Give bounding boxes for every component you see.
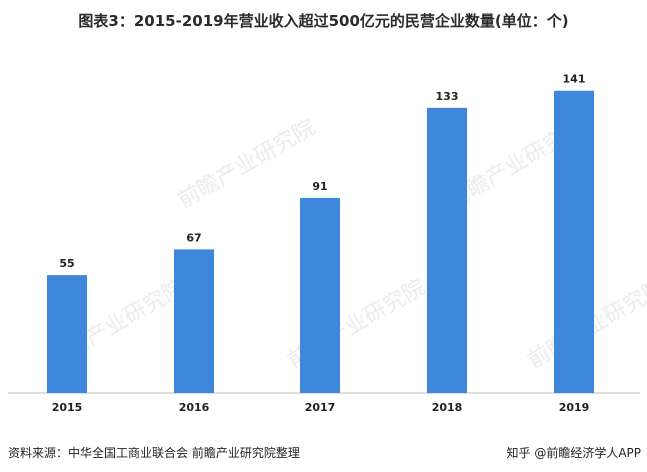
bar-2017 bbox=[300, 197, 340, 393]
x-tick-label-2019: 2019 bbox=[559, 401, 590, 414]
data-label-2019: 141 bbox=[563, 73, 586, 86]
source-note: 资料来源：中华全国工商业联合会 前瞻产业研究院整理 bbox=[8, 446, 300, 460]
x-tick-label-2016: 2016 bbox=[179, 401, 210, 414]
chart-title: 图表3：2015-2019年营业收入超过500亿元的民营企业数量(单位：个) bbox=[78, 12, 569, 30]
data-label-2015: 55 bbox=[59, 257, 74, 270]
credit-note: 知乎 @前瞻经济学人APP bbox=[506, 446, 642, 460]
x-tick-label-2015: 2015 bbox=[52, 401, 83, 414]
x-tick-label-2017: 2017 bbox=[305, 401, 336, 414]
bar-2018 bbox=[427, 107, 467, 393]
data-label-2017: 91 bbox=[312, 180, 327, 193]
watermark-text: 前瞻产业研究院 bbox=[174, 115, 320, 214]
bar-2016 bbox=[174, 249, 214, 393]
data-label-2018: 133 bbox=[436, 90, 459, 103]
bar-2015 bbox=[47, 275, 87, 393]
data-label-2016: 67 bbox=[186, 231, 201, 244]
bar-2019 bbox=[554, 90, 594, 393]
x-tick-label-2018: 2018 bbox=[432, 401, 463, 414]
